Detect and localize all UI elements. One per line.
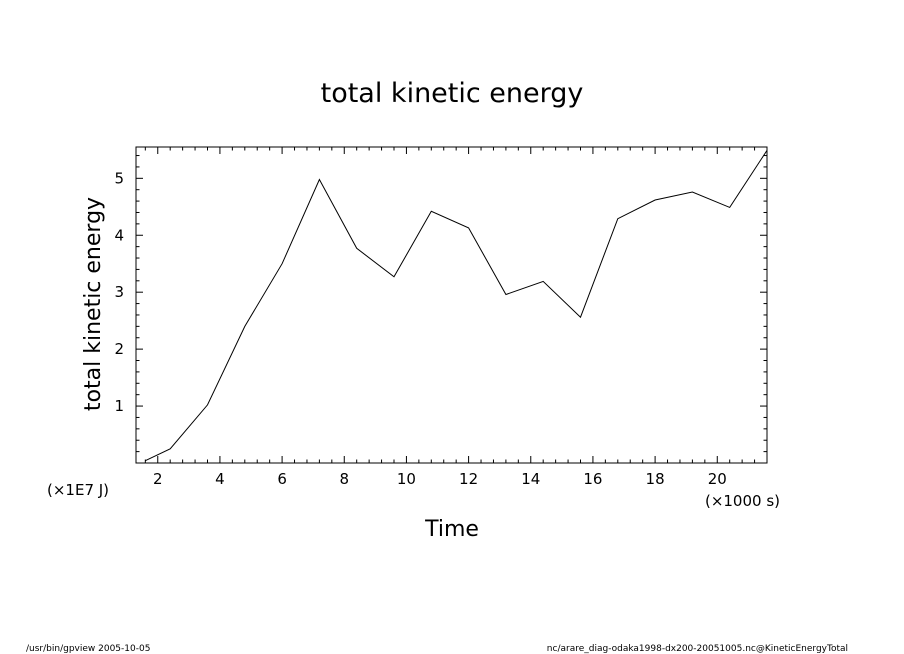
- y-tick-label: 4: [114, 226, 124, 244]
- x-tick-label: 4: [215, 470, 225, 488]
- series-points: [145, 150, 767, 460]
- footer-data-source: nc/arare_diag-odaka1998-dx200-20051005.n…: [547, 644, 848, 654]
- y-axis-unit-label: (×1E7 J): [47, 481, 109, 499]
- x-tick-label: 12: [459, 470, 478, 488]
- x-tick-label: 10: [397, 470, 416, 488]
- x-axis-tick-labels: 2 4 6 8 10 12 14 16 18 20: [153, 470, 727, 488]
- x-tick-label: 16: [583, 470, 602, 488]
- footer-program-date: /usr/bin/gpview 2005-10-05: [26, 644, 150, 654]
- x-tick-label: 2: [153, 470, 163, 488]
- chart-title: total kinetic energy: [321, 78, 584, 109]
- y-axis-ticks: [136, 155, 767, 453]
- y-axis-label: total kinetic energy: [81, 197, 106, 411]
- x-tick-label: 6: [277, 470, 287, 488]
- x-tick-label: 18: [646, 470, 665, 488]
- y-tick-label: 3: [114, 283, 124, 301]
- x-axis-label: Time: [424, 517, 479, 542]
- x-tick-label: 20: [708, 470, 727, 488]
- x-axis-ticks: [144, 147, 768, 463]
- x-axis-unit-label: (×1000 s): [705, 492, 780, 510]
- y-axis-tick-labels: 1 2 3 4 5: [114, 169, 124, 415]
- y-tick-label: 5: [114, 169, 124, 187]
- y-tick-label: 1: [114, 397, 124, 415]
- plot-frame: [135, 146, 768, 464]
- x-tick-label: 14: [521, 470, 540, 488]
- x-tick-label: 8: [339, 470, 349, 488]
- y-tick-label: 2: [114, 340, 124, 358]
- kinetic-energy-series-line: [145, 150, 768, 462]
